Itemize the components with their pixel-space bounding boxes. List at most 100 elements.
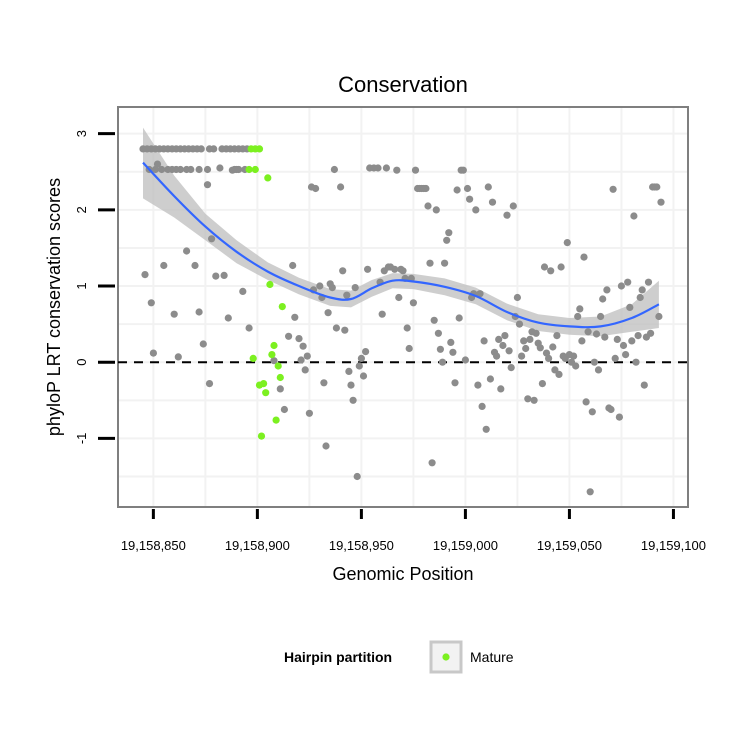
point-other <box>324 309 332 317</box>
point-other <box>357 354 365 362</box>
point-other <box>522 344 530 353</box>
point-other <box>609 185 617 193</box>
point-other <box>622 351 630 359</box>
point-other <box>611 354 619 362</box>
point-other <box>343 291 351 299</box>
x-tick-label: 19,158,850 <box>121 538 186 553</box>
point-other <box>337 183 345 191</box>
x-axis-title: Genomic Position <box>332 564 473 584</box>
y-tick-label: 0 <box>74 359 89 366</box>
point-other <box>538 380 547 388</box>
point-other <box>647 329 655 337</box>
point-other <box>441 259 449 267</box>
point-other <box>572 362 580 370</box>
point-other <box>486 375 494 383</box>
y-tick-label: 1 <box>74 282 89 289</box>
point-other <box>547 267 555 275</box>
point-other <box>449 348 457 356</box>
point-other <box>330 165 338 174</box>
point-other <box>362 348 370 356</box>
point-other <box>312 184 320 193</box>
point-other <box>436 345 444 353</box>
point-other <box>191 261 199 270</box>
point-other <box>422 184 430 193</box>
point-other <box>480 337 488 345</box>
point-mature <box>272 416 280 424</box>
point-other <box>316 282 324 290</box>
x-tick-label: 19,159,050 <box>537 538 602 553</box>
point-other <box>208 235 216 243</box>
point-other <box>424 202 432 210</box>
point-other <box>545 354 553 362</box>
point-other <box>351 284 359 292</box>
point-other <box>411 166 420 174</box>
point-other <box>607 405 615 414</box>
point-other <box>478 402 486 410</box>
point-other <box>453 186 461 194</box>
point-other <box>563 239 571 247</box>
point-other <box>403 324 411 332</box>
point-other <box>349 396 357 404</box>
panel-border <box>117 106 689 508</box>
point-other <box>445 229 453 237</box>
y-tick-label: 2 <box>74 206 89 213</box>
point-other <box>540 263 549 271</box>
point-other <box>624 278 632 286</box>
point-other <box>303 352 311 360</box>
point-other <box>532 329 540 337</box>
point-other <box>520 337 528 345</box>
point-other <box>359 372 368 380</box>
point-other <box>515 320 524 328</box>
point-other <box>466 195 474 203</box>
point-other <box>495 335 503 343</box>
y-tick-label: 3 <box>74 130 89 137</box>
point-other <box>513 293 522 302</box>
point-other <box>195 165 203 174</box>
point-other <box>345 367 353 375</box>
point-other <box>285 332 293 340</box>
point-other <box>632 358 640 366</box>
point-mature <box>264 174 272 182</box>
point-other <box>586 488 594 496</box>
point-other <box>212 272 220 280</box>
point-mature <box>245 165 253 174</box>
point-other <box>187 165 195 174</box>
point-other <box>638 286 646 294</box>
point-other <box>153 160 162 168</box>
point-other <box>499 341 507 350</box>
point-other <box>530 396 538 404</box>
point-other <box>497 385 505 393</box>
point-other <box>574 312 582 321</box>
point-other <box>205 380 214 388</box>
point-mature <box>278 303 286 311</box>
y-axis-title: phyloP LRT conservation scores <box>44 178 64 436</box>
points-mature <box>245 145 286 440</box>
legend-title: Hairpin partition <box>284 649 392 665</box>
point-other <box>233 165 241 174</box>
point-other <box>617 282 626 290</box>
point-other <box>280 405 288 414</box>
point-other <box>443 236 451 244</box>
point-other <box>151 165 159 174</box>
point-other <box>430 316 438 324</box>
point-other <box>147 299 155 307</box>
point-other <box>503 211 511 219</box>
point-mature <box>270 341 278 350</box>
point-other <box>195 308 203 316</box>
point-other <box>355 362 363 370</box>
x-axis: 19,158,850 19,158,900 19,158,950 19,159,000… <box>121 509 706 553</box>
point-other <box>353 472 361 481</box>
point-other <box>347 381 355 389</box>
point-other <box>474 381 482 389</box>
point-other <box>158 165 166 174</box>
point-other <box>432 206 440 214</box>
point-other <box>580 253 588 261</box>
x-tick-label: 19,158,900 <box>225 538 290 553</box>
point-other <box>526 335 534 343</box>
point-other <box>141 271 149 279</box>
point-other <box>374 164 382 172</box>
point-other <box>501 332 509 340</box>
point-other <box>395 293 403 302</box>
point-other <box>289 261 297 270</box>
point-other <box>518 352 526 360</box>
